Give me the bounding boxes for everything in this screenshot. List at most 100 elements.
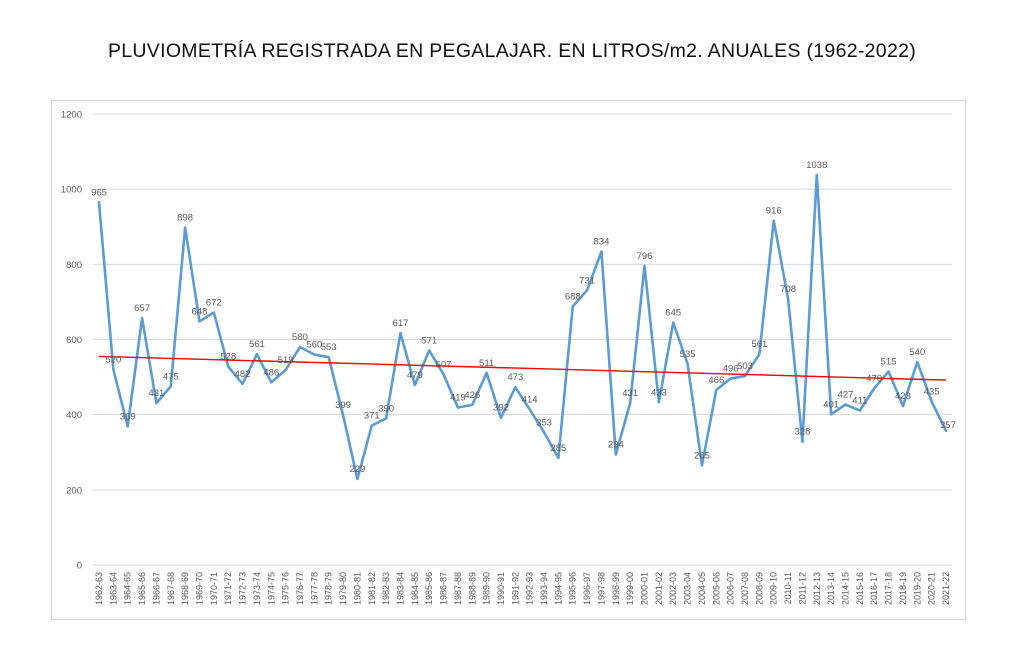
x-tick-label-1994-95: 1994-95 (553, 572, 563, 605)
data-point-1962-63 (98, 201, 101, 204)
x-tick-label-2011-12: 2011-12 (797, 572, 807, 604)
x-tick-label-1965-66: 1965-66 (137, 572, 147, 605)
y-tick-label-0: 0 (77, 561, 82, 572)
x-tick-label-1993-94: 1993-94 (539, 572, 549, 605)
data-point-1971-72 (227, 365, 230, 368)
y-tick-label-600: 600 (66, 335, 82, 346)
data-label-1988-89: 426 (464, 390, 480, 401)
data-point-1986-87 (442, 373, 445, 376)
data-label-2017-18: 515 (881, 356, 897, 367)
data-label-1962-63: 965 (91, 187, 107, 198)
data-point-2018-19 (902, 405, 905, 408)
data-point-1999-00 (629, 402, 632, 405)
data-point-1985-86 (428, 349, 431, 352)
data-label-1972-73: 482 (235, 369, 251, 380)
data-point-2013-14 (830, 413, 833, 416)
data-label-2011-12: 328 (795, 427, 811, 438)
data-label-2007-08: 503 (737, 361, 753, 372)
data-point-2012-13 (815, 174, 818, 177)
x-tick-label-1974-75: 1974-75 (266, 572, 276, 605)
series-line (97, 173, 948, 481)
y-tick-label-800: 800 (66, 260, 82, 271)
data-label-1977-78: 560 (306, 340, 322, 351)
x-tick-label-2021-22: 2021-22 (941, 572, 951, 605)
data-label-2019-20: 540 (909, 347, 925, 358)
x-tick-label-1988-89: 1988-89 (467, 572, 477, 605)
data-point-2002-03 (672, 321, 675, 324)
data-label-2006-07: 496 (723, 364, 739, 375)
x-tick-label-1962-63: 1962-63 (94, 572, 104, 605)
data-point-1979-80 (342, 414, 345, 417)
data-point-1990-91 (500, 416, 503, 419)
data-point-1992-93 (528, 408, 531, 411)
x-tick-label-1966-67: 1966-67 (151, 572, 161, 605)
data-point-1998-99 (615, 453, 618, 456)
data-point-1980-81 (356, 478, 359, 481)
data-label-1989-90: 511 (479, 358, 494, 369)
x-tick-label-2006-07: 2006-07 (726, 572, 736, 605)
data-point-2009-10 (772, 219, 775, 222)
data-point-2011-12 (801, 440, 804, 443)
data-point-2001-02 (658, 401, 661, 404)
x-tick-label-1982-83: 1982-83 (381, 572, 391, 605)
data-point-1975-76 (284, 369, 287, 372)
data-label-2021-22: 357 (940, 420, 956, 431)
x-tick-label-2008-09: 2008-09 (754, 572, 764, 605)
x-tick-label-2000-01: 2000-01 (640, 572, 650, 605)
y-tick-label-200: 200 (66, 485, 82, 496)
x-tick-label-1995-96: 1995-96 (568, 572, 578, 605)
x-tick-label-1969-70: 1969-70 (194, 572, 204, 605)
x-tick-label-2010-11: 2010-11 (783, 572, 793, 604)
x-tick-label-2007-08: 2007-08 (740, 572, 750, 605)
x-tick-label-2003-04: 2003-04 (683, 572, 693, 605)
data-label-2010-11: 708 (780, 284, 796, 295)
data-point-1967-68 (169, 385, 172, 388)
x-tick-label-2014-15: 2014-15 (841, 572, 851, 605)
data-label-2013-14: 401 (823, 399, 839, 410)
data-label-1965-66: 657 (134, 303, 150, 314)
x-tick-label-1977-78: 1977-78 (309, 572, 319, 605)
data-point-1987-88 (457, 406, 460, 409)
x-tick-label-2004-05: 2004-05 (697, 572, 707, 605)
data-point-2007-08 (744, 375, 747, 378)
data-point-1966-67 (155, 402, 158, 405)
data-point-1988-89 (471, 404, 474, 407)
data-point-2019-20 (916, 361, 919, 364)
data-point-2003-04 (686, 363, 689, 366)
data-point-1996-97 (586, 289, 589, 292)
x-tick-label-2017-18: 2017-18 (884, 572, 894, 605)
x-tick-label-2020-21: 2020-21 (927, 572, 937, 605)
data-point-1973-74 (256, 353, 259, 356)
data-point-1976-77 (299, 346, 302, 349)
data-label-1997-98: 834 (594, 237, 610, 248)
data-point-1989-90 (485, 372, 488, 375)
x-tick-label-1999-00: 1999-00 (625, 572, 635, 605)
x-tick-label-1992-93: 1992-93 (525, 572, 535, 605)
data-point-1964-65 (126, 425, 129, 428)
data-label-1978-79: 553 (321, 342, 337, 353)
data-label-1996-97: 731 (579, 275, 595, 286)
x-tick-label-1998-99: 1998-99 (611, 572, 621, 605)
x-tick-label-1990-91: 1990-91 (496, 572, 506, 605)
x-tick-label-1986-87: 1986-87 (439, 572, 449, 605)
data-label-1974-75: 486 (263, 367, 279, 378)
data-label-1983-84: 617 (393, 318, 409, 329)
data-label-1984-85: 479 (407, 370, 423, 381)
data-point-2017-18 (887, 370, 890, 373)
data-label-1979-80: 399 (335, 400, 351, 411)
x-tick-label-2001-02: 2001-02 (654, 572, 664, 605)
y-tick-label-1200: 1200 (61, 110, 82, 121)
x-tick-label-1978-79: 1978-79 (324, 572, 334, 605)
x-tick-label-1997-98: 1997-98 (596, 572, 606, 605)
data-point-2004-05 (701, 464, 704, 467)
x-tick-label-1971-72: 1971-72 (223, 572, 233, 605)
data-label-1971-72: 528 (220, 352, 236, 363)
data-label-1980-81: 229 (349, 464, 365, 475)
data-label-1968-69: 898 (177, 213, 193, 224)
data-point-1982-83 (385, 417, 388, 420)
data-point-1993-94 (543, 431, 546, 434)
data-label-2004-05: 265 (694, 450, 710, 461)
data-point-1974-75 (270, 381, 273, 384)
data-label-1966-67: 431 (148, 388, 164, 399)
data-label-1969-70: 648 (192, 306, 208, 317)
